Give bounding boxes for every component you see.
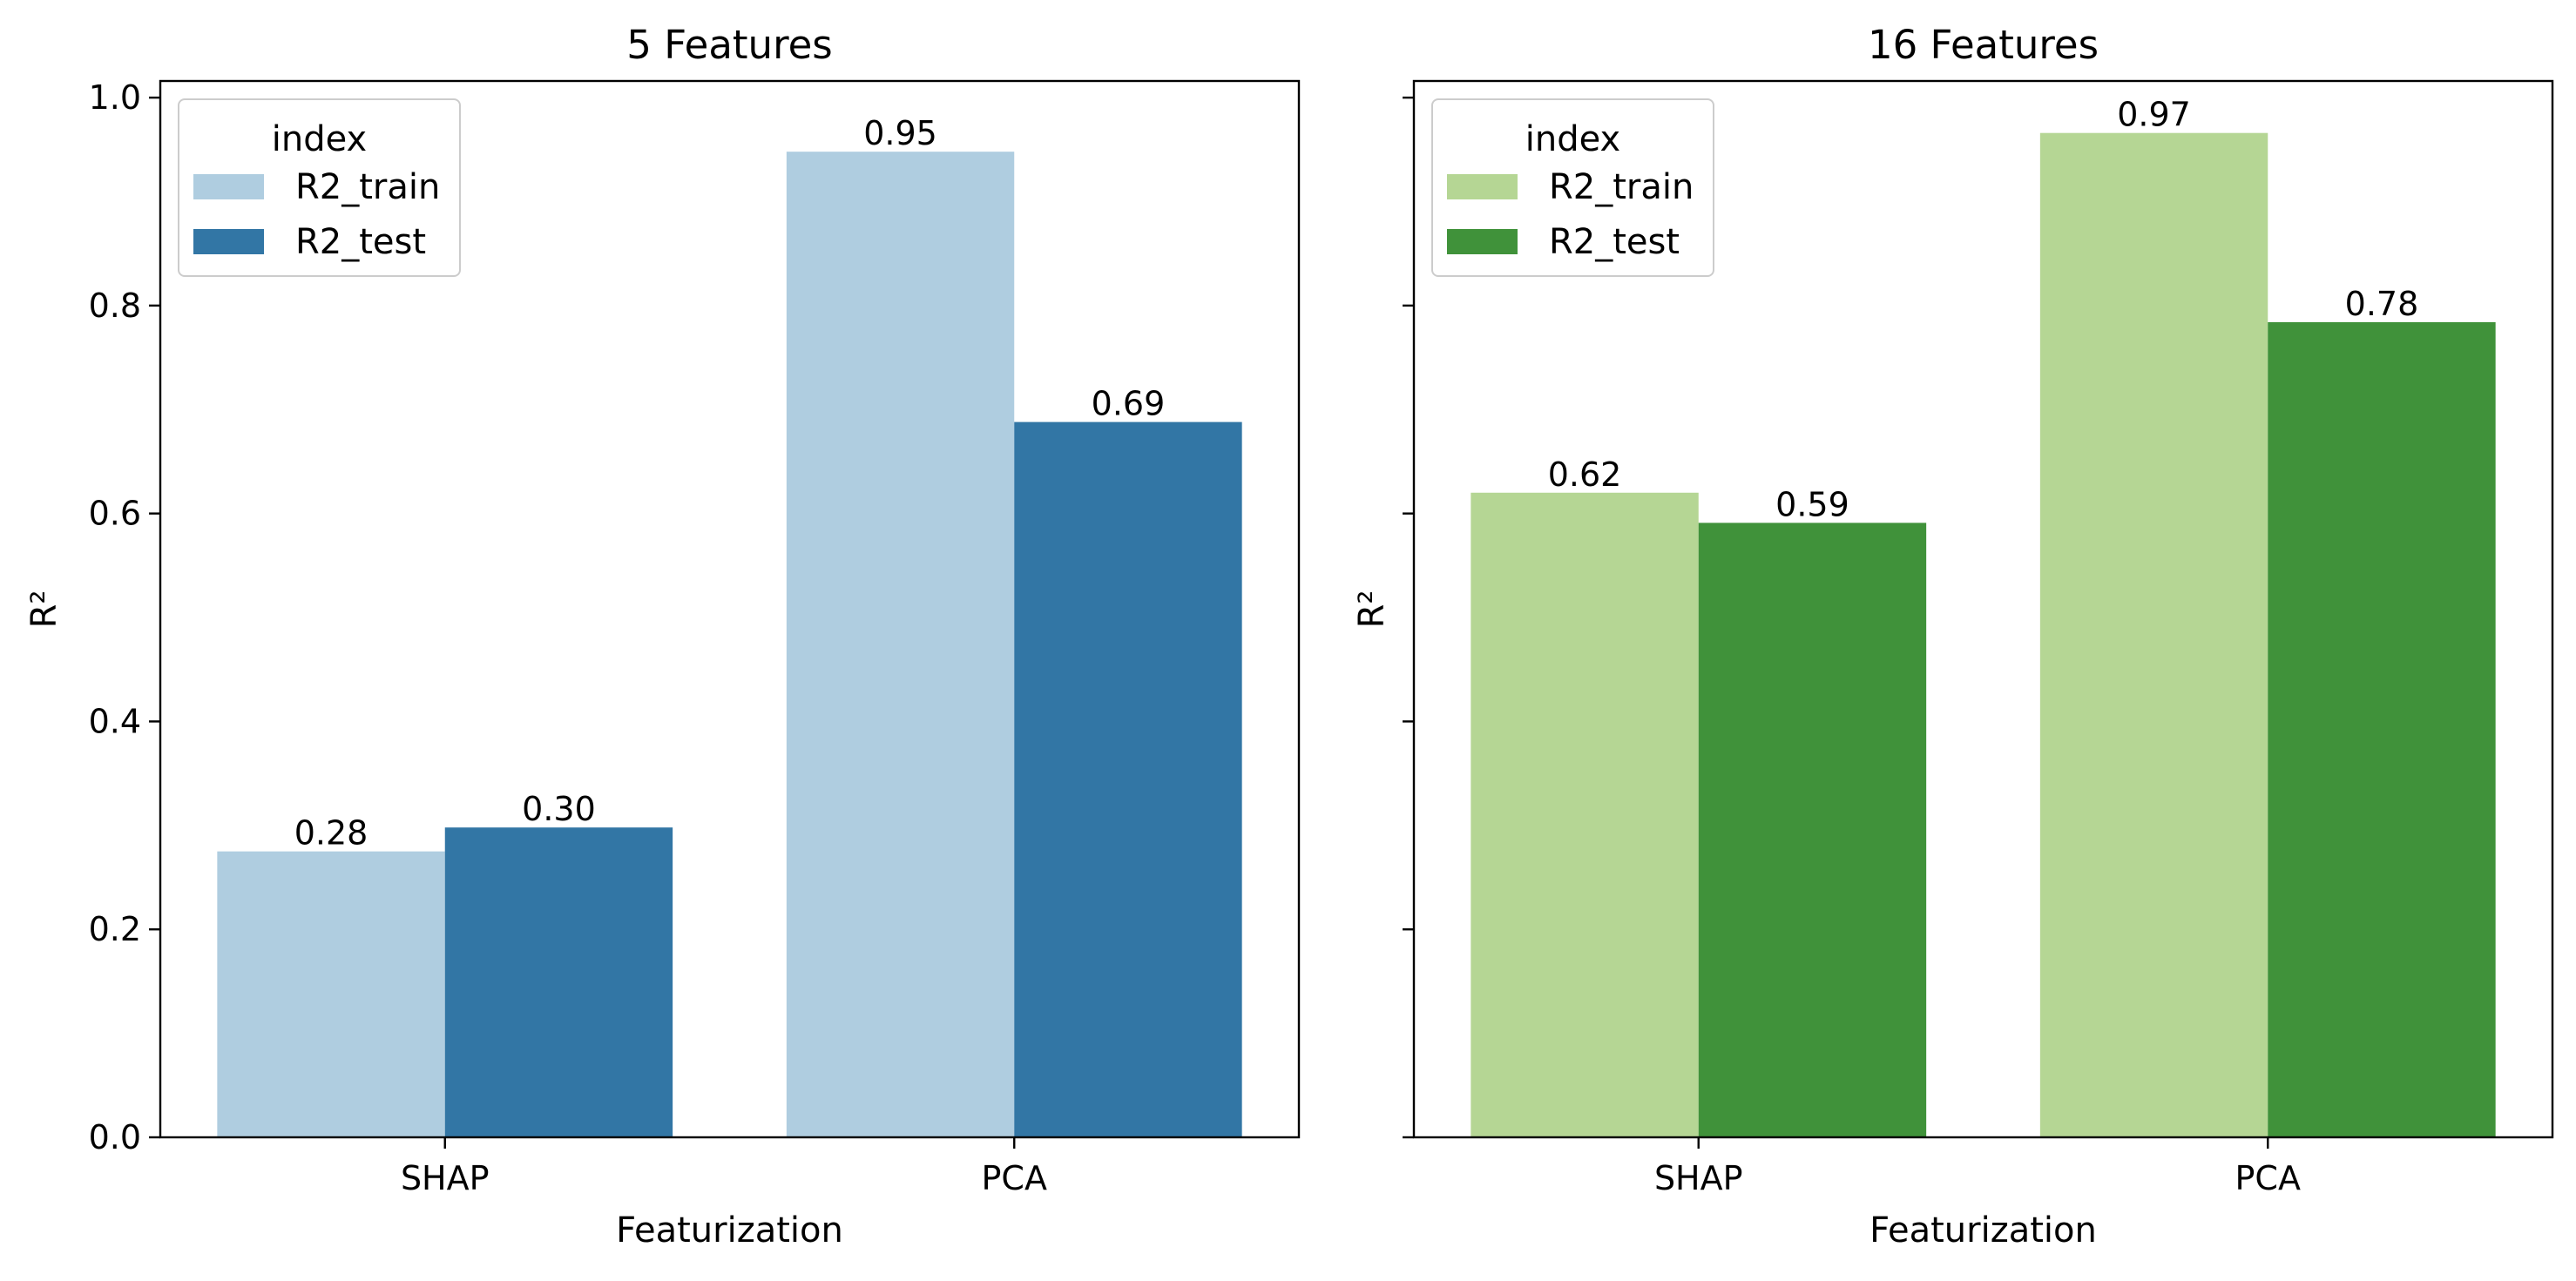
y-tick-label: 0.2	[89, 910, 141, 948]
chart-title: 16 Features	[1868, 22, 2099, 68]
legend-swatch-R2_test	[193, 229, 264, 254]
legend-swatch-R2_train	[193, 174, 264, 199]
legend-title: index	[1525, 119, 1620, 159]
x-axis-label: Featurization	[1869, 1210, 2097, 1251]
legend-entry-label: R2_train	[1549, 167, 1694, 207]
bar-value-label: 0.69	[1092, 385, 1166, 423]
y-tick-label: 0.8	[89, 287, 141, 325]
x-tick-label: SHAP	[401, 1159, 490, 1197]
y-tick-label: 0.6	[89, 495, 141, 533]
bar-value-label: 0.78	[2345, 285, 2419, 323]
bar-value-label: 0.97	[2117, 96, 2191, 134]
x-tick-label: PCA	[982, 1159, 1047, 1197]
legend: index R2_train R2_test	[178, 98, 461, 277]
legend-swatch-R2_test	[1447, 229, 1518, 254]
legend-swatch-R2_train	[1447, 174, 1518, 199]
bar-R2_train-PCA	[2039, 132, 2268, 1138]
bar-R2_test-PCA	[1014, 421, 1242, 1138]
bar-value-label: 0.28	[294, 814, 368, 853]
bar-value-label: 0.95	[863, 114, 937, 152]
bar-R2_test-SHAP	[444, 827, 673, 1137]
bar-R2_train-SHAP	[1471, 492, 1699, 1137]
y-tick-label: 1.0	[89, 78, 141, 117]
bar-R2_test-SHAP	[1698, 523, 1927, 1137]
axes-frame	[159, 79, 1301, 1139]
y-axis-label: R²	[1352, 590, 1392, 629]
chart-panel-2: 0.62 0.97 0.59 0.78 SHAP PCA 16 Features Featur…	[1352, 22, 2554, 1251]
chart-panel-1: 0.28 0.95 0.30 0.69 0.0 0.2 0.4 0.6 0.8 1.0 SHAP PC…	[24, 22, 1301, 1251]
legend-entry-label: R2_train	[295, 167, 440, 207]
x-tick-label: SHAP	[1654, 1159, 1743, 1197]
legend: index R2_train R2_test	[1431, 98, 1714, 277]
bar-R2_train-SHAP	[217, 851, 445, 1137]
axes-frame	[1412, 79, 2554, 1139]
legend-entry-label: R2_test	[1549, 222, 1680, 262]
y-tick-label: 0.0	[89, 1118, 141, 1156]
bar-value-label: 0.59	[1775, 485, 1849, 523]
x-axis-label: Featurization	[616, 1210, 843, 1251]
y-axis-label: R²	[24, 590, 64, 629]
chart-title: 5 Features	[626, 22, 832, 68]
legend-title: index	[272, 119, 367, 159]
legend-entry-label: R2_test	[295, 222, 426, 262]
y-tick-label: 0.4	[89, 702, 141, 740]
x-tick-label: PCA	[2235, 1159, 2301, 1197]
bar-R2_train-PCA	[786, 152, 1015, 1138]
bar-value-label: 0.62	[1548, 455, 1622, 494]
bar-R2_test-PCA	[2268, 321, 2496, 1138]
bar-value-label: 0.30	[522, 790, 596, 828]
